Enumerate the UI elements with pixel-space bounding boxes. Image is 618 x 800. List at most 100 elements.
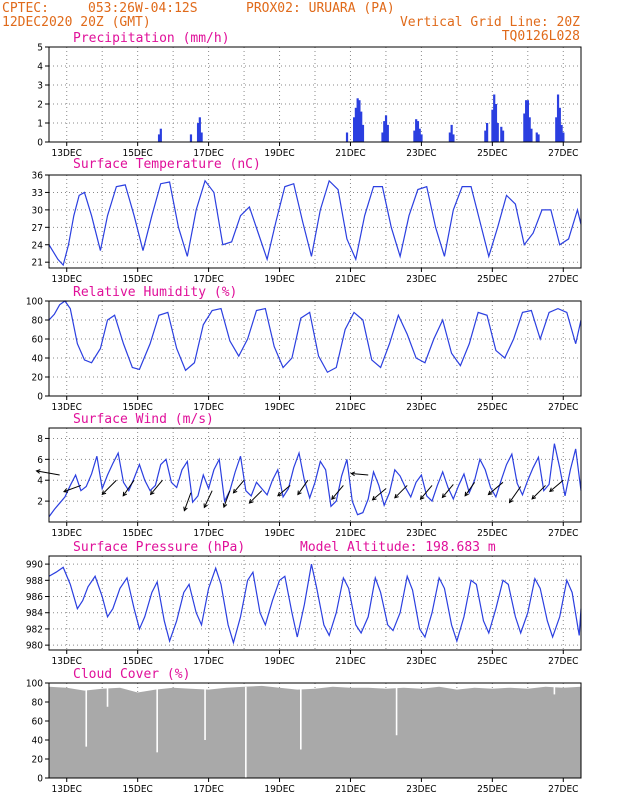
wind-arrow-head (101, 490, 107, 496)
series-line (48, 443, 582, 518)
wind-arrow-shaft (331, 485, 344, 500)
panel-title: Relative Humidity (%) (73, 285, 237, 300)
precip-bar (494, 104, 498, 142)
wind-arrow-head (487, 490, 493, 496)
x-tick-label: 23DEC (406, 656, 436, 667)
x-tick-label: 17DEC (193, 148, 223, 159)
precip-bar (200, 132, 203, 142)
x-tick-label: 15DEC (122, 274, 152, 285)
precip-bar (537, 134, 540, 142)
x-tick-label: 17DEC (193, 274, 223, 285)
precip-bar (448, 132, 451, 142)
wind-arrow-head (394, 493, 399, 499)
wind-arrow-head (232, 488, 238, 494)
precip-bar (496, 123, 499, 142)
precip-bar (450, 124, 453, 142)
wind-arrow-head (248, 499, 254, 504)
wind-arrow (487, 481, 504, 496)
cloud-cover-area (49, 685, 581, 778)
wind-arrow (419, 485, 433, 501)
precip-bar (413, 130, 416, 142)
x-tick-label: 21DEC (335, 148, 365, 159)
precip-bar (415, 119, 418, 142)
y-tick-label: 986 (26, 592, 43, 603)
x-tick-label: 25DEC (477, 274, 507, 285)
precip-bar (353, 117, 356, 142)
panel-frame (48, 300, 582, 397)
y-tick-label: 30 (32, 205, 44, 216)
y-tick-label: 980 (26, 641, 43, 652)
y-tick-label: 3 (37, 81, 43, 92)
wind-arrow (101, 479, 117, 496)
wind-arrow (331, 485, 344, 501)
precip-bar (384, 115, 388, 142)
y-tick-label: 4 (37, 62, 43, 73)
wind-arrow-head (222, 503, 228, 509)
wind-arrow-shaft (101, 479, 117, 495)
x-tick-label: 27DEC (548, 528, 578, 539)
y-tick-label: 20 (32, 373, 44, 384)
precip-bar (501, 130, 505, 142)
panel-frame (48, 682, 582, 779)
y-tick-label: 990 (26, 560, 43, 571)
wind-arrow (441, 484, 454, 499)
y-tick-label: 8 (37, 434, 43, 445)
x-tick-label: 25DEC (477, 656, 507, 667)
panel-3: Surface Wind (m/s) 2 4 6 8 13DEC 15DEC 17DEC 19D… (35, 412, 582, 539)
precip-bar (526, 100, 529, 142)
wind-arrow (222, 490, 231, 509)
wind-arrow-shaft (122, 479, 135, 497)
panel-frame (48, 46, 582, 143)
y-tick-label: 5 (37, 43, 43, 54)
y-tick-label: 2 (37, 497, 43, 508)
wind-arrow-head (277, 491, 282, 497)
y-tick-label: 60 (32, 335, 44, 346)
x-tick-label: 27DEC (548, 784, 578, 795)
wind-arrow-shaft (464, 482, 476, 497)
y-tick-label: 27 (32, 223, 43, 234)
wind-arrow-shaft (249, 490, 263, 504)
x-tick-label: 19DEC (264, 402, 294, 413)
wind-arrow-head (371, 495, 377, 501)
header-grid-note: Vertical Grid Line: 20Z (400, 15, 580, 30)
precip-bar (500, 126, 503, 142)
wind-arrow (122, 479, 135, 497)
panel-title: Surface Temperature (nC) (73, 157, 261, 172)
x-tick-label: 13DEC (52, 784, 82, 795)
wind-arrow-shaft (394, 485, 408, 499)
y-tick-label: 0 (37, 774, 43, 785)
panel-title: Precipitation (mm/h) (73, 31, 230, 46)
wind-arrow-shaft (420, 485, 433, 500)
y-tick-label: 100 (26, 297, 43, 308)
precip-bar (486, 123, 489, 142)
x-tick-label: 17DEC (193, 656, 223, 667)
precip-bar (523, 113, 526, 142)
x-tick-label: 23DEC (406, 274, 436, 285)
series-line (48, 300, 582, 374)
wind-arrow-head (419, 495, 425, 501)
y-tick-label: 60 (32, 717, 44, 728)
cloud-cover-dip (245, 686, 247, 778)
precip-bar (189, 134, 193, 142)
precip-bar (491, 109, 494, 142)
wind-arrow (464, 482, 476, 497)
x-tick-label: 13DEC (52, 274, 82, 285)
y-tick-label: 988 (26, 576, 43, 587)
precip-bar (560, 124, 563, 142)
y-tick-label: 100 (26, 679, 43, 690)
x-tick-label: 25DEC (477, 148, 507, 159)
y-tick-label: 0 (37, 392, 43, 403)
wind-arrow-head (203, 503, 208, 509)
wind-arrow (232, 479, 245, 494)
wind-arrow-shaft (297, 479, 309, 495)
precip-bar (358, 100, 361, 142)
x-tick-label: 13DEC (52, 402, 82, 413)
y-tick-label: 24 (32, 240, 44, 251)
x-tick-label: 27DEC (548, 274, 578, 285)
x-tick-label: 17DEC (193, 528, 223, 539)
x-tick-label: 27DEC (548, 148, 578, 159)
x-tick-label: 21DEC (335, 274, 365, 285)
precip-bar (196, 123, 200, 142)
precip-bar (354, 107, 357, 142)
